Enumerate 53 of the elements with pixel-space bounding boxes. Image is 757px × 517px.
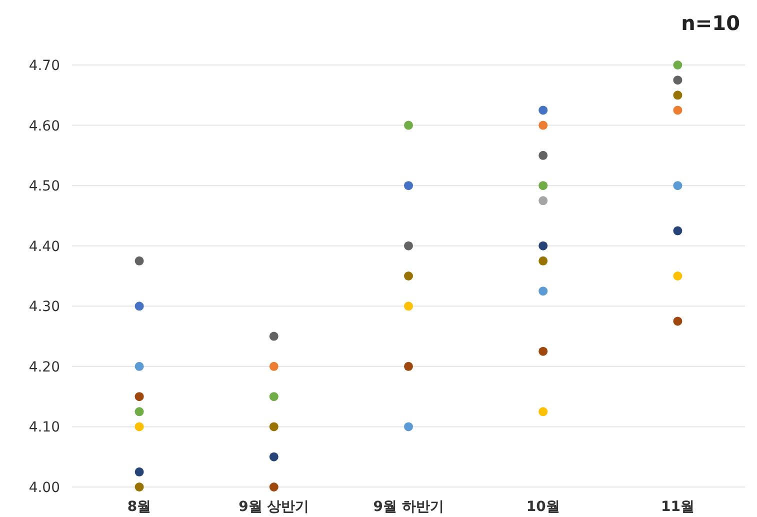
text: n=10 — [681, 11, 740, 35]
point — [404, 120, 413, 130]
point — [538, 256, 548, 266]
point — [134, 422, 144, 432]
point — [269, 362, 278, 371]
point — [673, 316, 682, 326]
point — [673, 60, 682, 70]
point — [538, 106, 548, 115]
point — [538, 181, 548, 190]
point — [673, 106, 682, 115]
point — [269, 392, 278, 402]
point — [134, 256, 144, 266]
point — [134, 392, 144, 402]
x-tick-label: 9월 상반기 — [238, 499, 310, 515]
point — [673, 181, 682, 190]
y-tick-label: 4.60 — [28, 118, 60, 134]
point — [673, 90, 682, 100]
point — [404, 362, 413, 371]
point — [673, 76, 682, 85]
x-tick-label: 8월 — [127, 499, 152, 515]
y-tick-label: 4.10 — [28, 420, 60, 436]
point — [134, 482, 144, 492]
y-tick-label: 4.00 — [28, 480, 60, 496]
y-tick-label: 4.50 — [28, 178, 60, 195]
point — [404, 422, 413, 432]
y-tick-label: 4.20 — [28, 359, 60, 376]
point — [404, 241, 413, 250]
point — [269, 332, 278, 341]
point — [269, 482, 278, 492]
x-tick-label: 9월 하반기 — [373, 499, 444, 515]
point — [404, 302, 413, 311]
point — [134, 407, 144, 416]
point — [538, 346, 548, 356]
point — [538, 120, 548, 130]
point — [538, 241, 548, 250]
point — [673, 226, 682, 236]
point — [538, 407, 548, 416]
point — [134, 467, 144, 476]
x-tick-label: 10월 — [526, 499, 560, 515]
point — [269, 452, 278, 462]
point — [134, 362, 144, 371]
y-tick-label: 4.30 — [28, 299, 60, 316]
point — [134, 302, 144, 311]
y-tick-label: 4.70 — [28, 58, 60, 74]
point — [538, 286, 548, 296]
y-tick-label: 4.40 — [28, 238, 60, 255]
point — [538, 196, 548, 206]
point — [404, 272, 413, 280]
x-tick-label: 11월 — [660, 499, 694, 515]
point — [538, 150, 548, 160]
point — [269, 422, 278, 432]
point — [404, 181, 413, 190]
point — [673, 272, 682, 280]
